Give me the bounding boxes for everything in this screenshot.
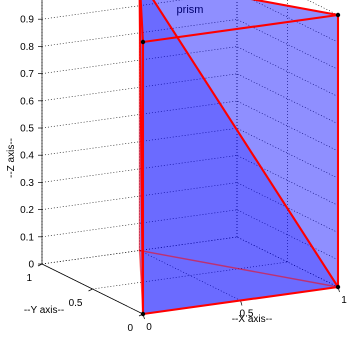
prism-faces (139, 0, 338, 314)
prism-face (143, 15, 338, 314)
grid-line (139, 250, 241, 301)
prism-edge (139, 0, 145, 44)
z-tick-label: 0.5 (20, 124, 34, 135)
y-tick-label: 0.5 (69, 298, 83, 309)
prism-face (139, 0, 338, 314)
z-tick-label: 0.9 (20, 15, 34, 26)
prism-vertices (140, 12, 341, 317)
z-tick-label: 0.7 (20, 69, 34, 80)
prism-edge (141, 285, 340, 316)
y-axis-label: --Y axis-- (24, 305, 64, 316)
chart-title: prism (177, 4, 204, 16)
z-tick-label: 0.4 (20, 151, 34, 162)
x-tick-label: 1 (341, 295, 347, 306)
z-tick-label: 0.8 (20, 42, 34, 53)
vertex-marker (140, 39, 146, 45)
y-tick-mark (88, 288, 93, 292)
prism-face (140, 0, 338, 42)
grid-line (236, 209, 339, 261)
grid-line (236, 182, 339, 233)
x-tick-label: 0.5 (240, 309, 254, 320)
grid-line (236, 236, 339, 288)
prism-edge (152, 0, 340, 289)
x-axis-label: --X axis-- (232, 314, 273, 325)
y-tick-label: 1 (26, 273, 32, 284)
x-tick-label: 0 (146, 322, 152, 333)
z-tick-label: 0.3 (20, 178, 34, 189)
prism-face (139, 0, 338, 287)
grid-line (236, 100, 339, 152)
prism-edge (141, 13, 340, 44)
z-tick-label: 0.2 (20, 205, 34, 216)
vertex-marker (335, 12, 341, 18)
prism-edges (138, 0, 340, 316)
z-tick-label: 0.1 (20, 232, 34, 243)
prism-edge (138, 249, 339, 288)
z-tick-label: 0 (28, 260, 34, 271)
prism-face (139, 250, 338, 314)
grid-line (236, 73, 339, 125)
prism-edge (250, 0, 340, 17)
grid-line (236, 127, 339, 179)
grid-line (236, 46, 339, 97)
vertex-marker (140, 311, 146, 317)
z-tick-label: 0.6 (20, 96, 34, 107)
y-tick-label: 0 (127, 323, 133, 334)
grid-line (236, 155, 339, 206)
z-axis-label: --Z axis-- (6, 138, 17, 178)
vertex-marker (335, 284, 341, 290)
grid-line (307, 0, 339, 16)
prism-edge (138, 0, 145, 316)
grid-line (236, 19, 339, 70)
